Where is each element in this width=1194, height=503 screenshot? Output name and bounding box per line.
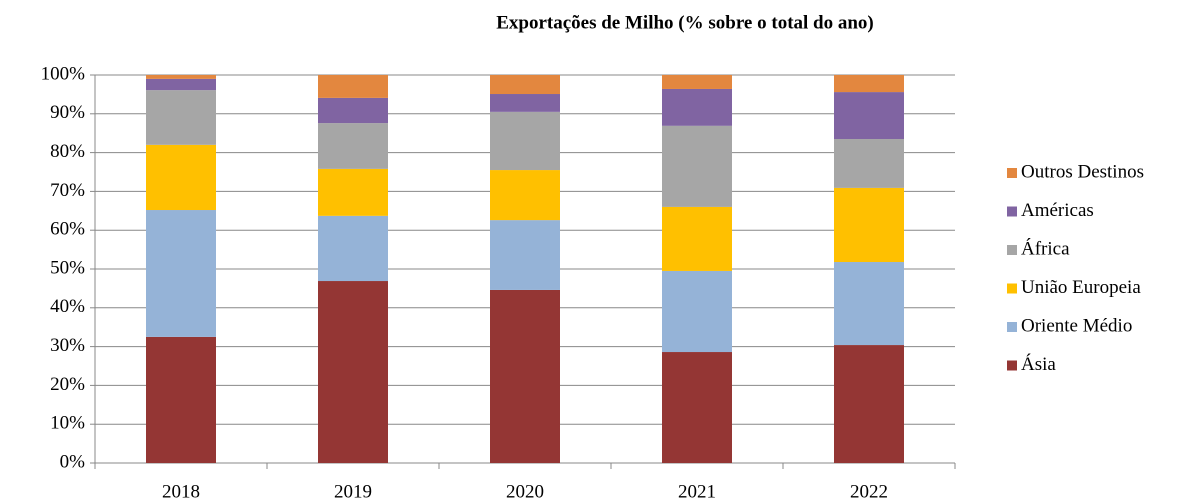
bar-segment [490, 289, 560, 463]
bar-segment [834, 262, 904, 346]
bar-segment [834, 139, 904, 188]
chart-title: Exportações de Milho (% sobre o total do… [496, 12, 874, 33]
bar-segment [834, 345, 904, 463]
bar-segment [662, 270, 732, 353]
bar-segment [834, 92, 904, 140]
y-tick-label: 100% [41, 63, 86, 84]
y-tick-label: 90% [50, 102, 85, 123]
legend-swatch [1007, 168, 1017, 178]
y-tick-label: 30% [50, 335, 85, 356]
x-tick-label: 2021 [678, 481, 716, 502]
legend-swatch [1007, 206, 1017, 217]
y-tick-label: 80% [50, 141, 85, 162]
x-tick-label: 2019 [334, 481, 372, 502]
bar-segment [146, 336, 216, 463]
bar-segment [318, 97, 388, 124]
legend-swatch [1007, 360, 1017, 371]
bar-segment [662, 125, 732, 207]
legend-swatch [1007, 245, 1017, 255]
y-tick-label: 10% [50, 413, 85, 434]
legend-label: União Europeia [1021, 277, 1141, 298]
bar-segment [662, 352, 732, 463]
x-tick-label: 2018 [162, 481, 200, 502]
legend-label: Américas [1021, 200, 1094, 221]
y-tick-label: 50% [50, 257, 85, 278]
y-tick-label: 0% [60, 451, 86, 472]
x-tick-label: 2022 [850, 481, 888, 502]
legend-label: Oriente Médio [1021, 315, 1132, 336]
bar-segment [490, 75, 560, 95]
y-tick-label: 70% [50, 180, 85, 201]
legend-label: Ásia [1021, 353, 1056, 375]
bar-segment [146, 144, 216, 211]
bar-segment [662, 75, 732, 89]
legend-swatch [1007, 322, 1017, 332]
bar-segment [318, 168, 388, 216]
y-tick-label: 40% [50, 296, 85, 317]
bar-segment [318, 281, 388, 463]
bar-segment [662, 206, 732, 271]
bar-segment [834, 75, 904, 93]
bar-segment [146, 75, 216, 79]
y-tick-label: 60% [50, 219, 85, 240]
bar-segment [318, 75, 388, 98]
y-tick-label: 20% [50, 374, 85, 395]
bar-segment [146, 210, 216, 337]
bar-segment [318, 215, 388, 282]
bar-segment [834, 187, 904, 263]
x-tick-label: 2020 [506, 481, 544, 502]
bar-segment [318, 123, 388, 169]
legend-swatch [1007, 283, 1017, 294]
bar-segment [490, 94, 560, 112]
bar-segment [490, 170, 560, 221]
bar-segment [146, 90, 216, 145]
legend-label: África [1021, 237, 1070, 259]
legend-label: Outros Destinos [1021, 161, 1144, 182]
bar-segment [662, 88, 732, 126]
bar-segment [490, 220, 560, 290]
bar-segment [490, 111, 560, 171]
bar-segment [146, 78, 216, 91]
